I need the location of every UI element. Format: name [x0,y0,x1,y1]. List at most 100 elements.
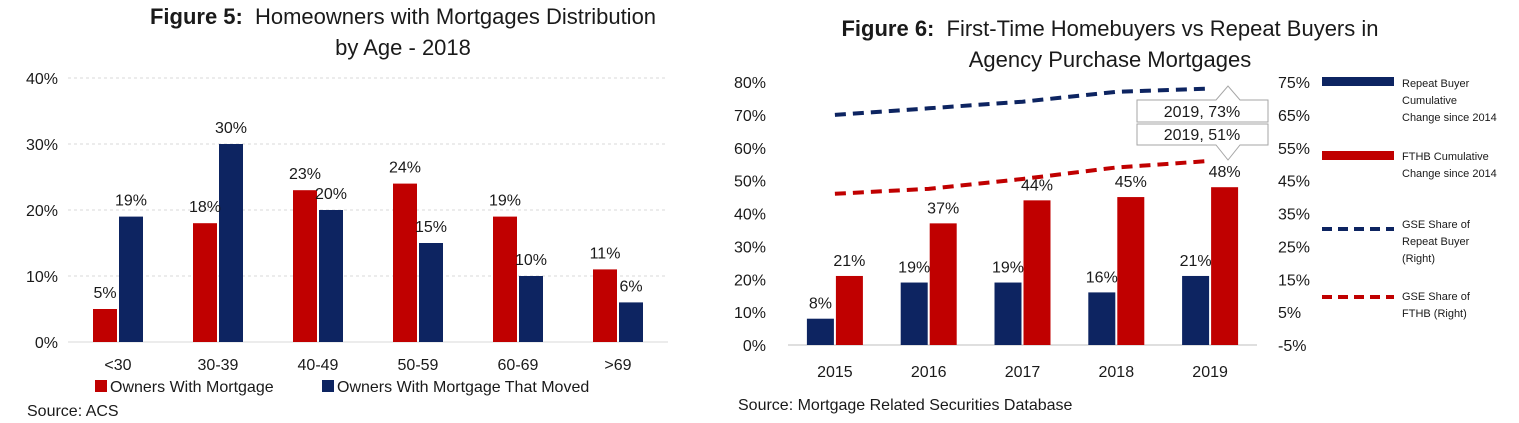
fig5-bar-moved [319,210,343,342]
fig6-data-label: 8% [809,296,832,313]
fig5-legend-swatch-moved [322,380,334,392]
fig5-x-tick: 60-69 [498,357,539,374]
fig6-legend-swatch-fthb [1322,151,1394,160]
fig6-x-tick: 2019 [1192,364,1228,381]
fig5-y-axis: 0% 10% 20% 30% 40% [26,71,58,352]
fig6-legend-gse-repeat-1: GSE Share of [1402,219,1471,231]
fig6-right-tick: 65% [1278,108,1310,125]
fig6-lines [834,86,1211,196]
fig6-x-tick: 2016 [911,364,947,381]
fig5-data-label: 19% [115,193,147,210]
fig6-data-label: 45% [1115,174,1147,191]
fig5-data-label: 18% [189,199,221,216]
fig6-right-tick: 35% [1278,207,1310,224]
fig5-source: Source: ACS [27,403,119,420]
fig6-left-tick: 10% [734,305,766,322]
fig6-bar-repeat [900,282,928,345]
fig5-bar-mortgage [93,309,117,342]
fig5-title-line2: by Age - 2018 [335,35,471,60]
fig6-left-tick: 50% [734,174,766,191]
fig6-left-tick: 80% [734,75,766,92]
fig5-legend-swatch-mortgage [95,380,107,392]
fig6-data-label: 48% [1209,164,1241,181]
fig5-gridlines [68,77,668,343]
fig6-callout-fthb: 2019, 51% [1136,123,1269,161]
fig6-left-tick: 70% [734,108,766,125]
fig6-legend-repeat-3: Change since 2014 [1402,112,1497,124]
fig5-data-label: 23% [289,166,321,183]
fig6-title-text: First-Time Homebuyers vs Repeat Buyers i… [947,16,1379,41]
fig6-callout-fthb-text: 2019, 51% [1164,127,1241,144]
fig6-callout-repeat-text: 2019, 73% [1164,104,1241,121]
fig5-x-tick: 40-49 [298,357,339,374]
fig6-left-tick: 20% [734,272,766,289]
fig6-bar-fthb [1023,200,1051,345]
fig5-data-label: 20% [315,186,347,203]
fig6-legend-gse-fthb-1: GSE Share of [1402,291,1471,303]
figure-6: Figure 6: First-Time Homebuyers vs Repea… [734,16,1497,414]
fig5-title-text: Homeowners with Mortgages Distribution [255,4,656,29]
fig6-legend: Repeat Buyer Cumulative Change since 201… [1322,77,1497,320]
fig5-y-tick: 30% [26,137,58,154]
fig5-y-tick: 0% [35,335,58,352]
fig5-data-label: 11% [590,245,621,262]
fig6-right-tick: -5% [1278,338,1306,355]
fig5-bar-mortgage [593,269,617,342]
fig5-y-tick: 20% [26,203,58,220]
fig5-bar-moved [219,144,243,342]
fig6-bars [806,187,1239,345]
fig5-y-tick: 10% [26,269,58,286]
fig6-bar-fthb [835,275,863,345]
fig6-data-label: 19% [992,260,1024,277]
fig6-legend-fthb-2: Change since 2014 [1402,168,1497,180]
fig6-title-line2: Agency Purchase Mortgages [969,47,1252,72]
fig6-callout-repeat: 2019, 73% [1136,85,1269,123]
fig6-callout-fthb-box [1136,123,1269,161]
fig5-y-tick: 40% [26,71,58,88]
fig5-x-axis: <30 30-39 40-49 50-59 60-69 >69 [104,357,631,374]
fig6-bar-repeat [994,282,1022,345]
fig5-x-tick: >69 [604,357,631,374]
fig5-bar-moved [619,302,643,342]
fig6-right-tick: 15% [1278,272,1310,289]
fig5-data-label: 24% [389,160,421,177]
fig5-bar-mortgage [393,183,417,342]
fig5-bar-mortgage [193,223,217,342]
fig6-legend-gse-fthb-2: FTHB (Right) [1402,308,1467,320]
fig6-source: Source: Mortgage Related Securities Data… [738,397,1073,414]
fig6-right-tick: 45% [1278,174,1310,191]
fig6-left-tick: 30% [734,239,766,256]
fig6-legend-swatch-repeat [1322,77,1394,86]
fig5-data-label: 6% [619,278,642,295]
fig6-line-gse-repeat [834,86,1211,117]
fig6-data-label: 16% [1086,269,1118,286]
fig6-bar-repeat [806,318,834,345]
fig6-left-axis: 0% 10% 20% 30% 40% 50% 60% 70% 80% [734,75,766,355]
fig5-x-tick: 50-59 [398,357,439,374]
fig5-bar-moved [419,243,443,342]
fig6-bar-fthb [1117,197,1145,345]
fig5-data-label: 10% [515,252,547,269]
fig6-legend-gse-repeat-2: Repeat Buyer [1402,236,1470,248]
fig6-callout-repeat-box [1136,85,1269,123]
fig6-x-tick: 2015 [817,364,853,381]
fig6-right-axis: -5% 5% 15% 25% 35% 45% 55% 65% 75% [1278,75,1310,355]
fig6-left-tick: 60% [734,141,766,158]
fig6-title-line1: Figure 6: First-Time Homebuyers vs Repea… [841,16,1378,41]
fig5-bar-mortgage [293,190,317,342]
fig5-bar-moved [519,276,543,342]
fig5-data-label: 5% [93,285,116,302]
fig6-data-label: 21% [833,253,865,270]
fig6-data-label: 21% [1180,253,1212,270]
fig6-data-label: 19% [898,260,930,277]
fig6-data-labels: 8% 21% 19% 37% 19% 44% 16% 45% 21% 48% [809,164,1241,313]
fig5-data-label: 15% [415,219,447,236]
fig6-data-label: 37% [927,200,959,217]
fig6-left-tick: 0% [743,338,766,355]
fig5-data-label: 30% [215,120,247,137]
fig6-x-axis: 2015 2016 2017 2018 2019 [817,364,1228,381]
fig6-legend-fthb-1: FTHB Cumulative [1402,151,1489,163]
fig5-legend-mortgage: Owners With Mortgage [110,379,274,396]
fig5-legend: Owners With Mortgage Owners With Mortgag… [95,379,589,396]
